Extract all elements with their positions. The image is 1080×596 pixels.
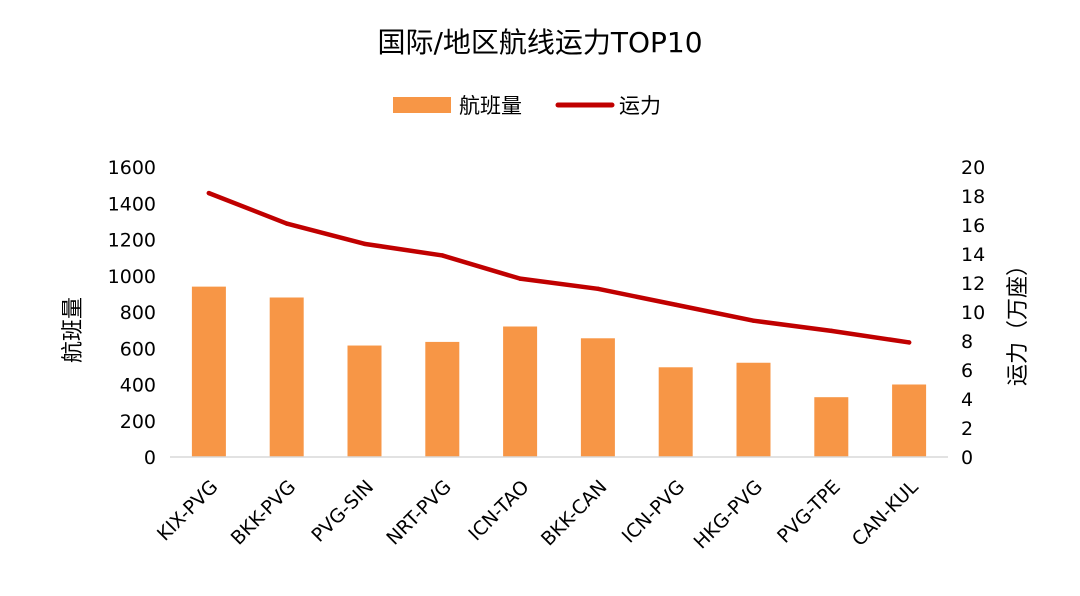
y-right-tick-label: 14 (961, 244, 985, 266)
y-axis-right-title: 运力（万座） (1006, 254, 1031, 386)
line-point (751, 318, 756, 323)
y-right-tick-label: 6 (961, 360, 973, 382)
x-category-label: ICN-PVG (618, 476, 690, 548)
y-right-tick-label: 18 (961, 186, 985, 208)
bar (347, 345, 382, 457)
y-left-tick-label: 1200 (108, 230, 156, 252)
capacity-line (206, 190, 912, 345)
y-right-tick-label: 16 (961, 215, 985, 237)
y-right-tick-label: 4 (961, 389, 973, 411)
line-point (440, 253, 445, 258)
x-category-label: BKK-PVG (227, 476, 301, 550)
y-left-tick-label: 1400 (108, 193, 156, 215)
x-category-label: NRT-PVG (382, 476, 455, 549)
y-left-tick-label: 0 (144, 447, 156, 469)
line-point (906, 340, 912, 345)
x-category-label: BKK-CAN (537, 476, 611, 550)
y-axis-right-ticks: 0 2 4 6 8 10 12 14 16 18 20 (961, 157, 985, 469)
y-left-tick-label: 600 (120, 338, 156, 360)
x-category-label: PVG-SIN (307, 476, 378, 547)
line-point (362, 241, 367, 247)
y-axis-left-ticks: 0 200 400 600 800 1000 1200 1400 1600 (108, 157, 156, 469)
y-left-tick-label: 1600 (108, 157, 156, 179)
x-category-label: KIX-PVG (153, 476, 222, 545)
x-axis-category-labels: KIX-PVG BKK-PVG PVG-SIN NRT-PVG ICN-TAO BKK-C… (153, 476, 923, 554)
line-point (595, 286, 601, 291)
y-right-tick-label: 12 (961, 273, 985, 295)
bar (269, 297, 304, 457)
line-point (206, 190, 212, 196)
line-point (673, 302, 678, 307)
line-point (517, 276, 523, 281)
line-point (829, 328, 834, 334)
bar (191, 286, 226, 457)
legend: 航班量 运力 (393, 94, 661, 118)
y-left-tick-label: 1000 (108, 266, 156, 288)
x-category-label: ICN-TAO (464, 476, 533, 545)
legend-label-bar: 航班量 (459, 94, 522, 118)
bar (425, 341, 460, 457)
y-right-tick-label: 20 (961, 157, 985, 179)
line-series (206, 190, 912, 345)
y-left-tick-label: 200 (120, 411, 156, 433)
y-right-tick-label: 0 (961, 447, 973, 469)
y-left-tick-label: 800 (120, 302, 156, 324)
bar-series (191, 286, 927, 457)
chart-title: 国际/地区航线运力TOP10 (377, 26, 702, 59)
y-right-tick-label: 8 (961, 331, 973, 353)
y-right-tick-label: 10 (961, 302, 985, 324)
x-category-label: CAN-KUL (848, 476, 923, 551)
y-right-tick-label: 2 (961, 418, 973, 440)
legend-swatch-bar (393, 97, 451, 113)
bar (580, 338, 615, 457)
bar (658, 367, 693, 457)
bar (503, 326, 538, 457)
y-axis-left-title: 航班量 (61, 297, 86, 363)
x-category-label: PVG-TPE (773, 476, 845, 548)
bar (814, 397, 849, 457)
x-category-label: HKG-PVG (690, 476, 767, 553)
bar (736, 362, 771, 457)
line-point (284, 221, 289, 226)
y-left-tick-label: 400 (120, 375, 156, 397)
legend-label-line: 运力 (619, 94, 661, 118)
bar (892, 384, 927, 457)
